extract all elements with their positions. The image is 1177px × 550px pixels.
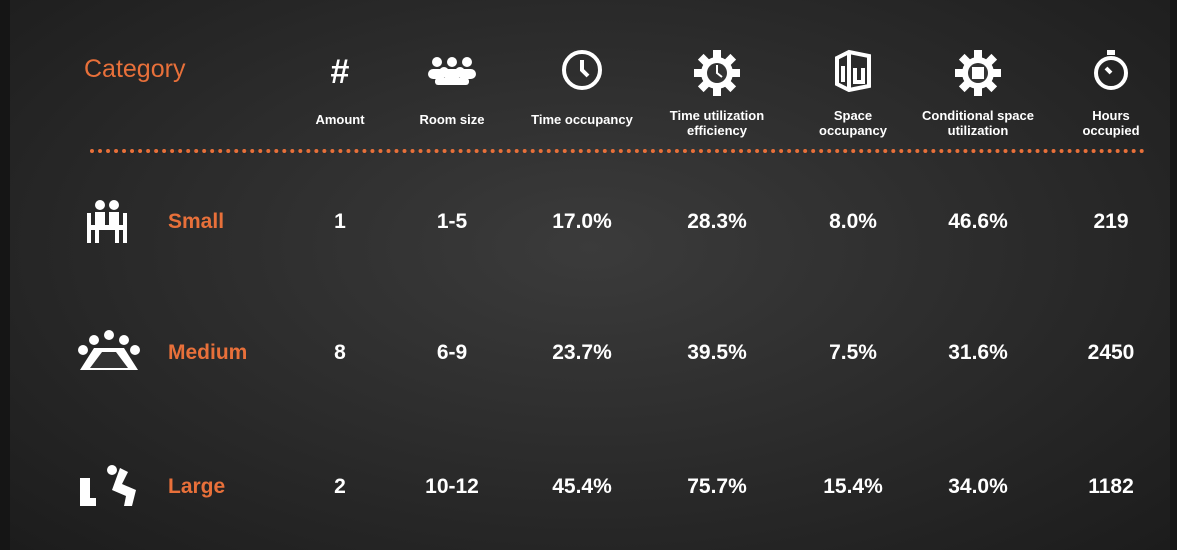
icon — [428, 57, 476, 85]
panel: Category # Amount Room size Time occupancy T… — [10, 0, 1170, 550]
column-icon — [953, 48, 1003, 103]
column-label: Conditional space utilization — [922, 108, 1034, 138]
icon — [835, 49, 871, 93]
icon — [87, 200, 127, 243]
column-label: Room size — [419, 112, 485, 127]
cell-value: 34.0% — [948, 475, 1008, 498]
column-label: Time utilization efficiency — [669, 108, 765, 138]
cell-value: 1182 — [1088, 475, 1134, 498]
icon — [955, 50, 1001, 96]
icon — [80, 465, 136, 506]
cell-value: 28.3% — [687, 210, 747, 233]
icon — [562, 50, 602, 90]
row-name: Medium — [168, 341, 248, 364]
column-symbol: # — [330, 53, 350, 91]
cell-value: 10-12 — [425, 475, 479, 498]
icon — [1094, 50, 1128, 90]
row-icon — [76, 464, 142, 513]
cell-value: 6-9 — [436, 341, 468, 364]
cell-value: 15.4% — [823, 475, 883, 498]
row-icon — [85, 199, 129, 250]
column-label: Time occupancy — [531, 112, 633, 127]
row-name: Large — [168, 475, 226, 498]
cell-value: 8.0% — [829, 210, 877, 233]
icon — [78, 330, 140, 370]
cell-value: 7.5% — [829, 341, 877, 364]
cell-value: 8 — [334, 341, 346, 364]
column-icon — [560, 48, 604, 97]
cell-value: 31.6% — [948, 341, 1008, 364]
cell-value: 1-5 — [436, 210, 468, 233]
column-label: Amount — [315, 112, 365, 127]
cell-value: 23.7% — [552, 341, 612, 364]
cell-value: 45.4% — [552, 475, 612, 498]
cell-value: 1 — [334, 210, 346, 233]
icon — [694, 50, 740, 96]
category-header: Category — [84, 55, 186, 83]
column-icon — [425, 55, 479, 90]
cell-value: 17.0% — [552, 210, 612, 233]
column-label: Hours occupied — [1082, 108, 1140, 138]
column-icon — [692, 48, 742, 103]
cell-value: 2 — [334, 475, 346, 498]
cell-value: 2450 — [1087, 341, 1135, 364]
column-icon — [833, 48, 873, 97]
column-icon — [1091, 48, 1131, 97]
row-icon — [76, 330, 142, 379]
cell-value: 219 — [1093, 210, 1129, 233]
cell-value: 39.5% — [687, 341, 747, 364]
column-label: Space occupancy — [819, 108, 887, 138]
cell-value: 75.7% — [687, 475, 747, 498]
cell-value: 46.6% — [948, 210, 1008, 233]
row-name: Small — [168, 210, 225, 233]
divider — [90, 149, 1145, 153]
